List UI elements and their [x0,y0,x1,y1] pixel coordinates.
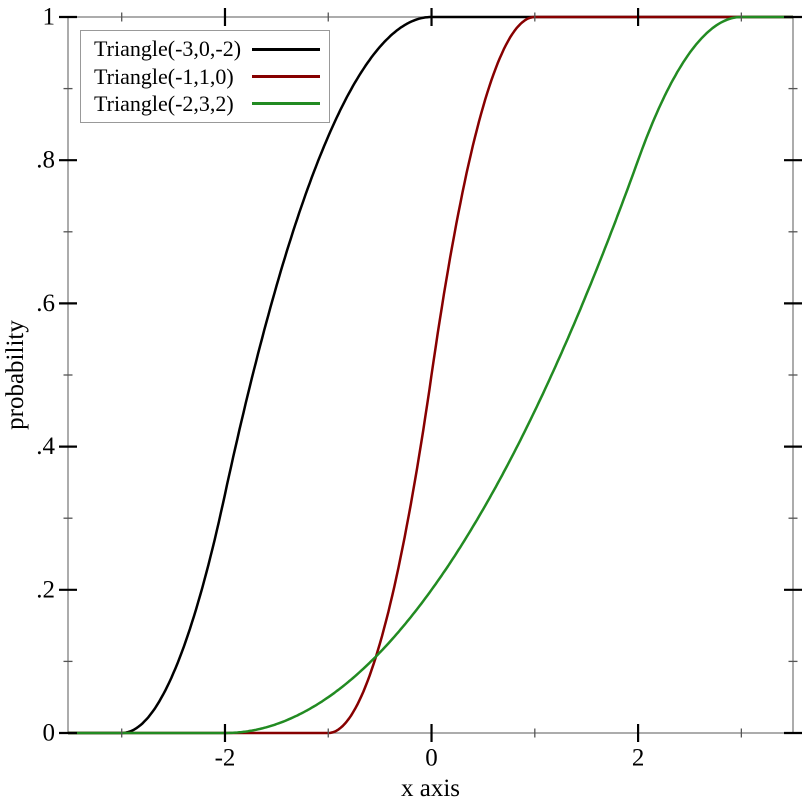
series-curve [68,15,793,735]
legend-line-swatch [252,102,320,106]
x-axis-title: x axis [400,775,461,802]
legend-item: Triangle(-1,1,0) [94,63,320,89]
legend-item: Triangle(-3,0,-2) [94,38,320,60]
tick-label: .8 [36,147,55,174]
tick-label: 2 [632,745,645,772]
tick-label: .6 [36,290,55,317]
legend-label: Triangle(-1,1,0) [94,63,234,89]
tick-label: 0 [425,745,438,772]
y-axis-title: probability [2,320,29,430]
tick-label: 0 [43,720,56,747]
tick-label: .4 [36,433,55,460]
legend-item: Triangle(-2,3,2) [94,90,320,116]
legend-line-swatch [252,75,320,78]
legend-line-swatch [252,47,320,51]
tick-label: 1 [43,4,56,31]
legend-label: Triangle(-2,3,2) [94,90,234,116]
series-curve [68,15,793,735]
tick-label: .2 [36,576,55,603]
legend: Triangle(-3,0,-2) Triangle(-1,1,0) Trian… [80,30,330,123]
tick-label: -2 [215,745,236,772]
legend-label: Triangle(-3,0,-2) [94,36,242,62]
